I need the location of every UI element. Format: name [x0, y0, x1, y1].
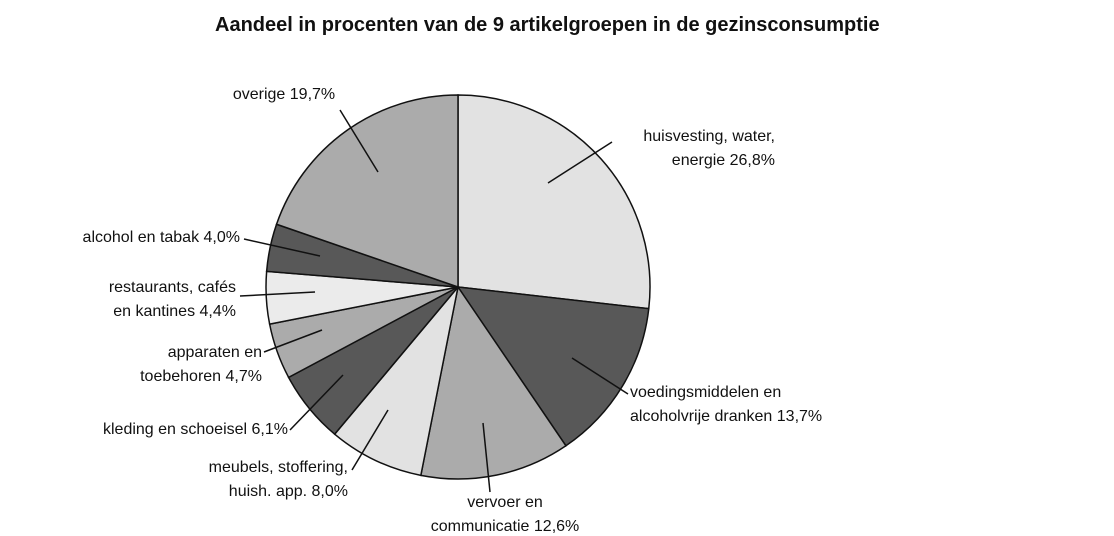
- slice-label: meubels, stoffering, huish. app. 8,0%: [209, 456, 348, 504]
- value-label: 13,7%: [776, 408, 823, 425]
- slice-label: huisvesting, water, energie 26,8%: [643, 125, 775, 173]
- pie-slice: [275, 94, 459, 289]
- value-label: 6,1%: [251, 421, 288, 438]
- leader-line: [547, 141, 613, 184]
- slice-label: kleding en schoeisel 6,1%: [103, 418, 288, 442]
- leader-line: [289, 374, 344, 431]
- slice-label: vervoer en communicatie 12,6%: [431, 491, 580, 536]
- value-label: 4,4%: [199, 303, 236, 320]
- category-name: restaurants, cafés en kantines: [108, 279, 236, 320]
- value-label: 4,7%: [225, 368, 262, 385]
- value-label: 4,0%: [203, 229, 240, 246]
- pie-slice: [457, 94, 651, 310]
- leader-line: [263, 329, 323, 353]
- value-label: 12,6%: [533, 518, 580, 535]
- slice-label: alcohol en tabak 4,0%: [83, 226, 240, 250]
- value-label: 19,7%: [289, 86, 336, 103]
- category-name: vervoer en communicatie: [430, 494, 543, 535]
- category-name: huisvesting, water, energie: [643, 128, 775, 169]
- value-label: 8,0%: [311, 483, 348, 500]
- pie-slice: [419, 285, 567, 480]
- leader-line: [239, 291, 316, 297]
- category-name: overige: [232, 86, 286, 103]
- category-name: apparaten en toebehoren: [140, 344, 262, 385]
- slice-label: apparaten en toebehoren 4,7%: [140, 341, 262, 389]
- slice-label: restaurants, cafés en kantines 4,4%: [109, 276, 236, 324]
- category-name: voedingsmiddelen en alcoholvrije dranken: [630, 384, 782, 425]
- category-name: alcohol en tabak: [82, 229, 200, 246]
- leader-line: [351, 409, 389, 471]
- leader-line: [482, 422, 491, 493]
- chart-title: Aandeel in procenten van de 9 artikelgro…: [215, 14, 880, 36]
- value-label: 26,8%: [729, 152, 775, 169]
- leader-line: [571, 357, 629, 395]
- leader-line: [339, 109, 379, 173]
- category-name: kleding en schoeisel: [102, 421, 248, 438]
- pie-slice: [333, 286, 459, 477]
- slice-label: overige 19,7%: [233, 83, 335, 107]
- pie-slice: [456, 286, 650, 447]
- leader-line: [243, 238, 321, 257]
- slice-label: voedingsmiddelen en alcoholvrije dranken…: [630, 381, 822, 429]
- category-name: meubels, stoffering, huish. app.: [208, 459, 348, 500]
